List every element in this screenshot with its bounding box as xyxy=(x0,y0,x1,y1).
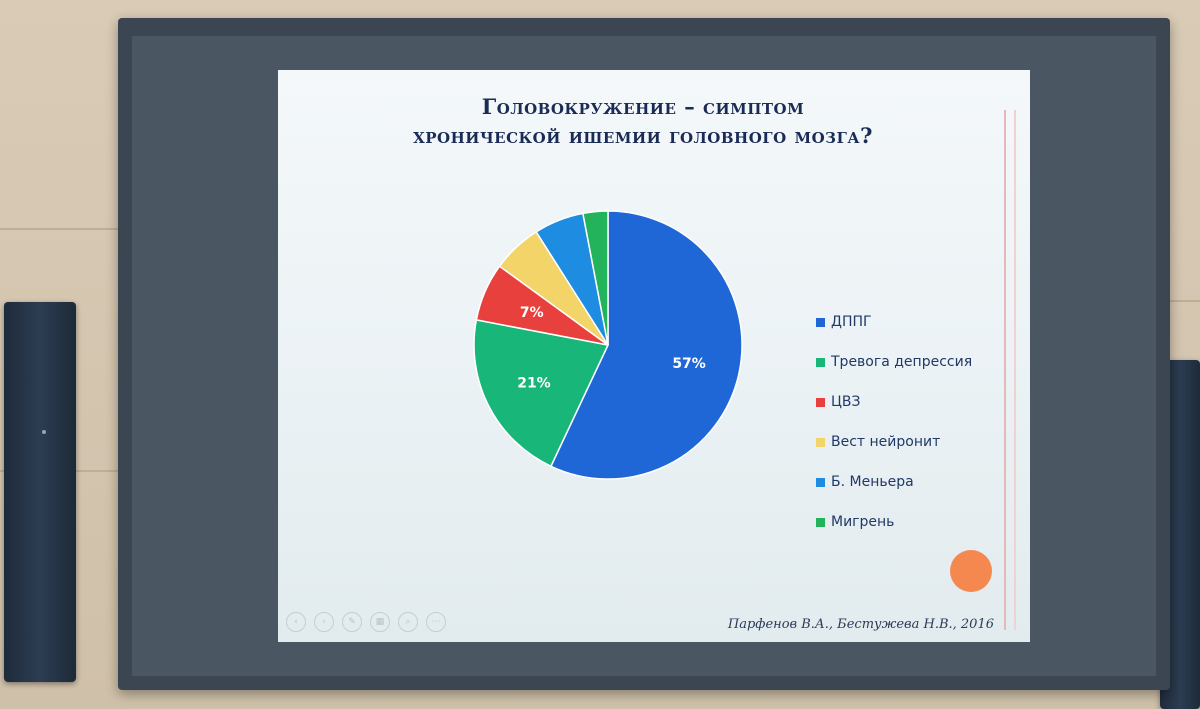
orange-circle-decoration xyxy=(950,550,992,592)
pie-chart: 57% 21% 7% xyxy=(473,210,743,480)
legend-item-5: Мигрень xyxy=(816,502,972,542)
slide-citation: Парфенов В.А., Бестужева Н.В., 2016 xyxy=(727,617,994,632)
presentation-slide: Головокружение – симптом хронической ише… xyxy=(278,70,1030,642)
legend-swatch xyxy=(816,357,825,367)
more-icon[interactable]: ⋯ xyxy=(426,612,446,632)
legend-item-4: Б. Меньера xyxy=(816,462,972,502)
legend-label: Вест нейронит xyxy=(831,434,941,450)
legend-swatch xyxy=(816,437,825,447)
pen-icon[interactable]: ✎ xyxy=(342,612,362,632)
legend-swatch xyxy=(816,477,825,487)
slide-title-line-1: Головокружение – симптом xyxy=(481,94,805,119)
speaker-led xyxy=(42,430,46,434)
zoom-icon[interactable]: ⌕ xyxy=(398,612,418,632)
legend-label: Мигрень xyxy=(831,514,895,530)
slides-icon[interactable]: ▦ xyxy=(370,612,390,632)
arrow-left-icon[interactable]: ‹ xyxy=(286,612,306,632)
slide-title-line-2: хронической ишемии головного мозга? xyxy=(413,123,873,148)
slide-decoration xyxy=(1004,110,1016,630)
left-speaker xyxy=(4,302,76,682)
legend-swatch xyxy=(816,397,825,407)
legend-label: ДППГ xyxy=(831,314,872,330)
legend-swatch xyxy=(816,517,825,527)
chart-legend: ДППГ Тревога депрессия ЦВЗ Вест нейронит Б. … xyxy=(816,302,972,542)
legend-item-2: ЦВЗ xyxy=(816,382,972,422)
pie-slice-0 xyxy=(549,210,743,480)
wall-seam xyxy=(0,228,118,230)
slide-title: Головокружение – симптом хронической ише… xyxy=(298,92,988,150)
arrow-right-icon[interactable]: › xyxy=(314,612,334,632)
pie-slice-5 xyxy=(582,210,609,346)
legend-swatch xyxy=(816,317,825,327)
pie-data-label-1: 21% xyxy=(517,376,551,392)
wall-seam xyxy=(1170,300,1200,302)
legend-item-3: Вест нейронит xyxy=(816,422,972,462)
legend-item-1: Тревога депрессия xyxy=(816,342,972,382)
legend-item-0: ДППГ xyxy=(816,302,972,342)
pie-data-label-0: 57% xyxy=(672,356,706,372)
legend-label: Тревога депрессия xyxy=(831,354,973,370)
slide-navigation: ‹ › ✎ ▦ ⌕ ⋯ xyxy=(286,612,446,632)
legend-label: ЦВЗ xyxy=(831,394,861,410)
legend-label: Б. Меньера xyxy=(831,474,914,490)
pie-slice-1 xyxy=(473,319,610,468)
pie-data-label-2: 7% xyxy=(520,305,544,321)
